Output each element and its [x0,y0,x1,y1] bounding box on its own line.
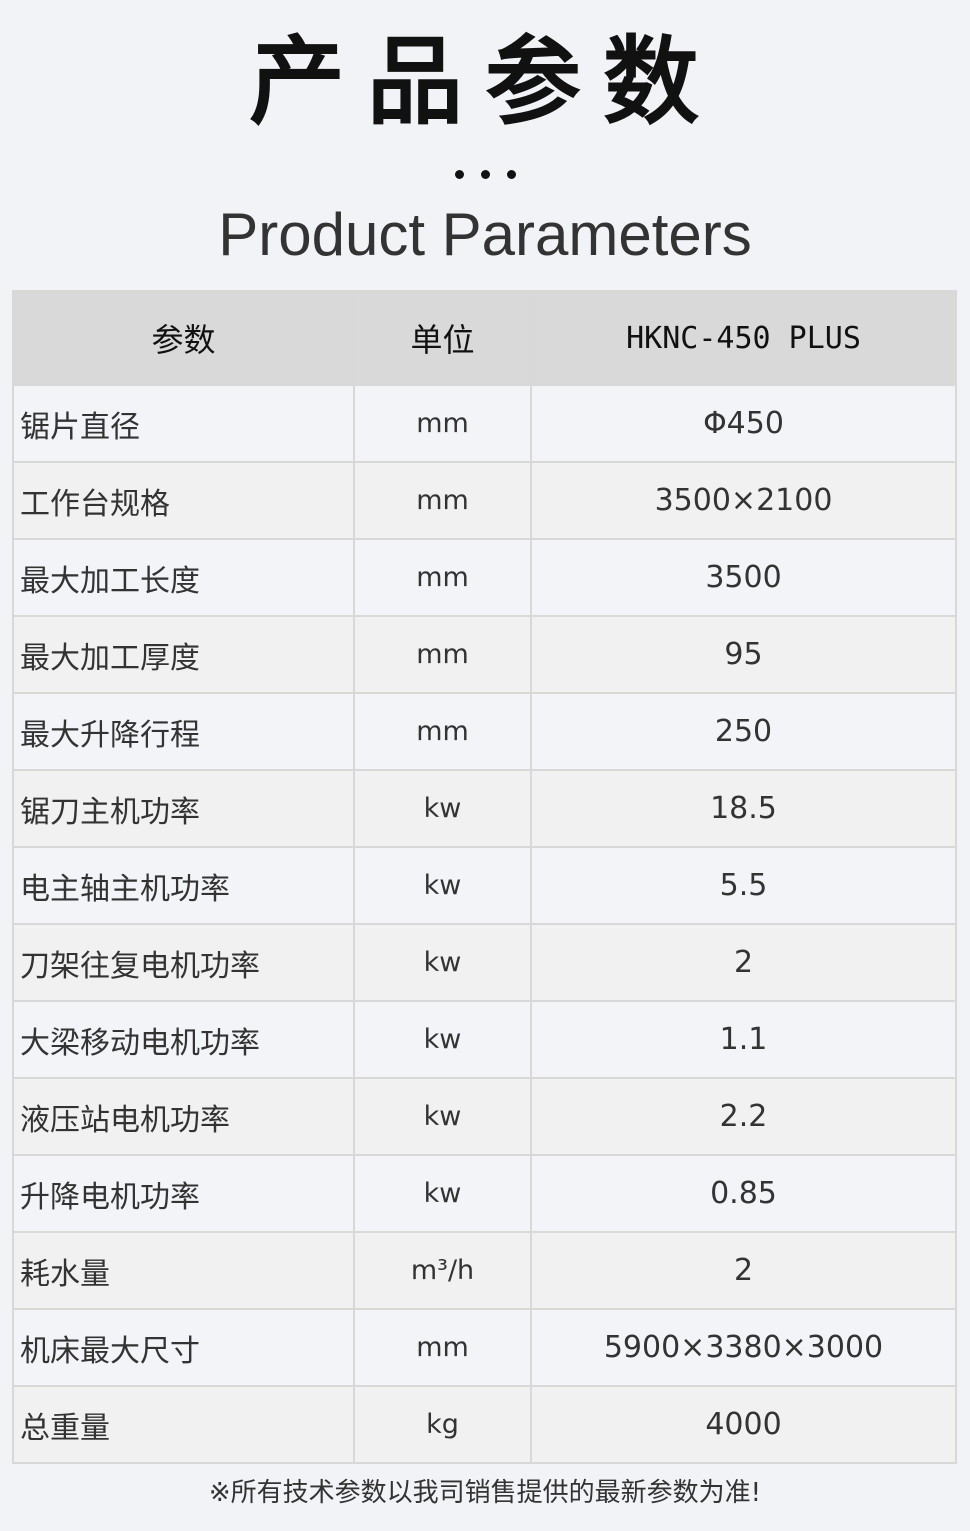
cell-unit: kw [353,1154,532,1233]
cell-unit: kw [353,1000,532,1079]
cell-value: 4000 [530,1385,957,1464]
cell-param: 刀架往复电机功率 [12,923,355,1002]
table-row: 电主轴主机功率 kw 5.5 [12,846,957,925]
table-row: 总重量 kg 4000 [12,1385,957,1464]
cell-param: 最大升降行程 [12,692,355,771]
cell-value: 3500 [530,538,957,617]
cell-value: 2 [530,923,957,1002]
column-header-unit: 单位 [353,290,532,386]
table-row: 刀架往复电机功率 kw 2 [12,923,957,1002]
table-row: 升降电机功率 kw 0.85 [12,1154,957,1233]
page-title-en: Product Parameters [218,201,752,268]
table-header-row: 参数 单位 HKNC-450 PLUS [12,290,957,386]
cell-param: 电主轴主机功率 [12,846,355,925]
column-header-model: HKNC-450 PLUS [530,290,957,386]
table-row: 最大加工厚度 mm 95 [12,615,957,694]
table-row: 耗水量 m³/h 2 [12,1231,957,1310]
cell-param: 锯刀主机功率 [12,769,355,848]
cell-value: 1.1 [530,1000,957,1079]
cell-value: 2.2 [530,1077,957,1156]
footer-note: ※所有技术参数以我司销售提供的最新参数为准! [208,1478,762,1508]
table-row: 大梁移动电机功率 kw 1.1 [12,1000,957,1079]
cell-value: 0.85 [530,1154,957,1233]
cell-param: 工作台规格 [12,461,355,540]
cell-param: 耗水量 [12,1231,355,1310]
cell-value: 2 [530,1231,957,1310]
cell-unit: mm [353,615,532,694]
table-row: 锯片直径 mm Φ450 [12,384,957,463]
cell-value: Φ450 [530,384,957,463]
cell-unit: kw [353,769,532,848]
cell-value: 18.5 [530,769,957,848]
cell-unit: kw [353,1077,532,1156]
cell-value: 95 [530,615,957,694]
cell-unit: m³/h [353,1231,532,1310]
cell-unit: mm [353,461,532,540]
table-row: 最大升降行程 mm 250 [12,692,957,771]
column-header-param: 参数 [12,290,355,386]
table-row: 液压站电机功率 kw 2.2 [12,1077,957,1156]
cell-unit: mm [353,384,532,463]
cell-unit: kw [353,846,532,925]
cell-unit: kw [353,923,532,1002]
cell-unit: mm [353,1308,532,1387]
cell-param: 大梁移动电机功率 [12,1000,355,1079]
cell-unit: mm [353,692,532,771]
cell-param: 锯片直径 [12,384,355,463]
cell-param: 液压站电机功率 [12,1077,355,1156]
table-row: 最大加工长度 mm 3500 [12,538,957,617]
page-title-cn: 产品参数 [249,26,721,138]
cell-param: 升降电机功率 [12,1154,355,1233]
cell-value: 5900×3380×3000 [530,1308,957,1387]
cell-unit: mm [353,538,532,617]
cell-param: 总重量 [12,1385,355,1464]
cell-param: 机床最大尺寸 [12,1308,355,1387]
parameters-table: 参数 单位 HKNC-450 PLUS 锯片直径 mm Φ450 工作台规格 mm 350… [12,290,957,1464]
table-row: 工作台规格 mm 3500×2100 [12,461,957,540]
cell-param: 最大加工长度 [12,538,355,617]
cell-value: 5.5 [530,846,957,925]
cell-value: 250 [530,692,957,771]
cell-param: 最大加工厚度 [12,615,355,694]
dots-divider [0,170,970,179]
cell-value: 3500×2100 [530,461,957,540]
table-row: 锯刀主机功率 kw 18.5 [12,769,957,848]
table-row: 机床最大尺寸 mm 5900×3380×3000 [12,1308,957,1387]
cell-unit: kg [353,1385,532,1464]
